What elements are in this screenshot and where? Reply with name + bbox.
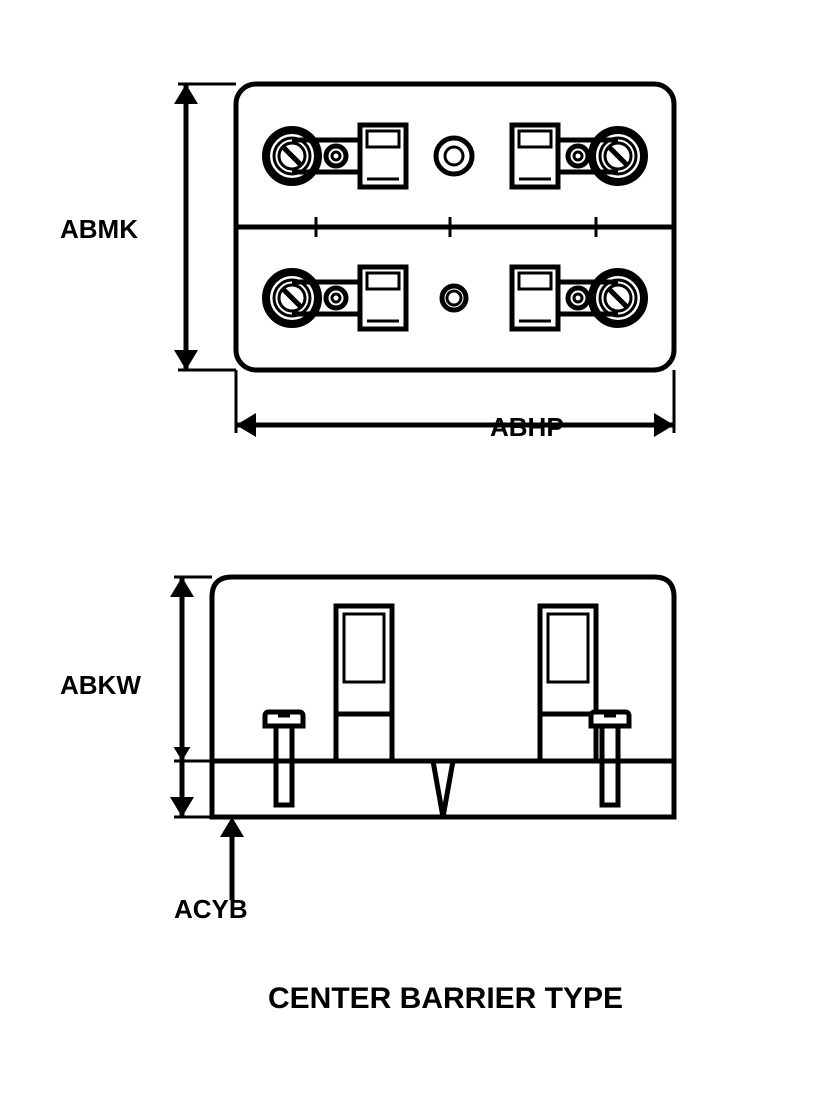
- label-acyb: ACYB: [174, 894, 248, 925]
- label-abmk: ABMK: [60, 214, 138, 245]
- title-text: CENTER BARRIER TYPE: [268, 982, 623, 1016]
- diagram-canvas: [0, 0, 837, 1097]
- label-abhp: ABHP: [490, 412, 564, 443]
- label-abkw: ABKW: [60, 670, 141, 701]
